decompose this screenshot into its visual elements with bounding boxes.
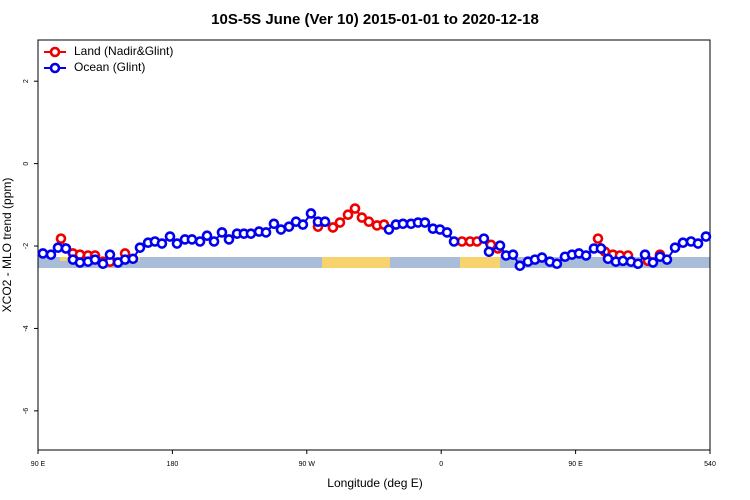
x-tick-label: 540	[704, 461, 716, 468]
data-point	[186, 234, 198, 245]
data-point	[617, 255, 629, 267]
data-point	[632, 258, 644, 270]
data-point	[89, 254, 101, 265]
data-point	[595, 243, 607, 254]
y-tick-label: -2	[23, 243, 30, 249]
data-point	[494, 240, 506, 251]
data-point	[383, 224, 395, 235]
land-band	[322, 257, 390, 268]
x-axis-label: Longitude (deg E)	[327, 476, 422, 490]
data-point	[514, 260, 526, 272]
data-point	[194, 236, 206, 247]
data-point	[268, 218, 280, 230]
data-point	[260, 227, 272, 238]
data-point	[171, 238, 183, 249]
data-point	[297, 219, 309, 230]
data-point	[104, 249, 116, 260]
data-point	[60, 243, 72, 254]
legend-label: Ocean (Glint)	[74, 60, 145, 74]
data-point	[327, 222, 339, 233]
x-tick-label: 180	[167, 461, 179, 468]
x-tick-label: 90 W	[299, 461, 316, 468]
chart-title: 10S-5S June (Ver 10) 2015-01-01 to 2020-…	[211, 11, 539, 28]
data-point	[677, 237, 689, 249]
data-point	[164, 231, 176, 242]
data-point	[55, 233, 67, 244]
plot-frame	[37, 39, 711, 451]
x-tick-label: 0	[439, 461, 443, 468]
data-point	[283, 221, 295, 232]
data-point	[700, 231, 712, 242]
data-point	[74, 257, 86, 268]
data-point	[127, 253, 139, 265]
x-tick-label: 90 E	[568, 461, 583, 468]
y-axis-label: XCO2 - MLO trend (ppm)	[0, 178, 14, 313]
y-tick-label: -6	[23, 408, 30, 414]
data-point	[669, 242, 681, 253]
y-tick-label: 0	[23, 162, 30, 166]
data-point	[156, 238, 168, 249]
data-point	[478, 233, 490, 244]
data-point	[661, 254, 673, 265]
data-point	[305, 208, 317, 219]
data-point	[592, 233, 604, 244]
data-point	[551, 258, 563, 270]
data-point	[363, 216, 375, 228]
legend-marker	[49, 62, 61, 74]
data-point	[419, 217, 431, 228]
data-point	[45, 249, 57, 260]
data-point	[208, 236, 220, 247]
data-point	[37, 248, 49, 259]
data-point	[342, 209, 354, 221]
y-tick-label: 2	[23, 79, 30, 83]
data-point	[319, 216, 331, 228]
data-point	[448, 236, 460, 247]
data-point	[201, 230, 213, 242]
data-point	[134, 242, 146, 253]
data-point	[349, 203, 361, 214]
data-point	[97, 258, 109, 270]
data-point	[692, 238, 704, 249]
data-point	[334, 217, 346, 228]
x-tick-label: 90 E	[31, 461, 46, 468]
data-point	[245, 228, 257, 239]
data-point	[507, 249, 519, 260]
data-point	[639, 249, 651, 260]
data-point	[483, 246, 495, 258]
land-band	[460, 257, 500, 268]
data-point	[441, 227, 453, 238]
legend-marker	[49, 46, 61, 58]
y-tick-label: -4	[23, 325, 30, 331]
legend-label: Land (Nadir&Glint)	[74, 44, 173, 58]
data-point	[216, 227, 228, 238]
data-point	[580, 250, 592, 261]
data-point	[647, 257, 659, 268]
data-point	[223, 234, 235, 245]
land-band	[60, 257, 72, 261]
data-point	[536, 252, 548, 263]
